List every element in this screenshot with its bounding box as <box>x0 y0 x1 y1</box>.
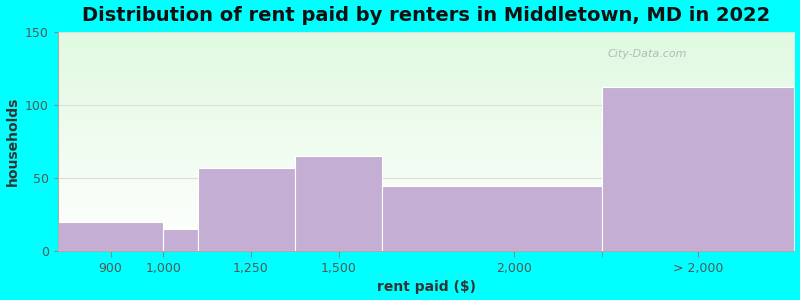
Bar <box>294 156 382 251</box>
Title: Distribution of rent paid by renters in Middletown, MD in 2022: Distribution of rent paid by renters in … <box>82 6 770 25</box>
Bar <box>382 185 602 251</box>
X-axis label: rent paid ($): rent paid ($) <box>377 280 476 294</box>
Bar <box>198 168 294 251</box>
Bar <box>163 230 198 251</box>
Bar <box>58 222 163 251</box>
Text: City-Data.com: City-Data.com <box>607 49 687 58</box>
Y-axis label: households: households <box>6 97 19 186</box>
Bar <box>602 87 794 251</box>
